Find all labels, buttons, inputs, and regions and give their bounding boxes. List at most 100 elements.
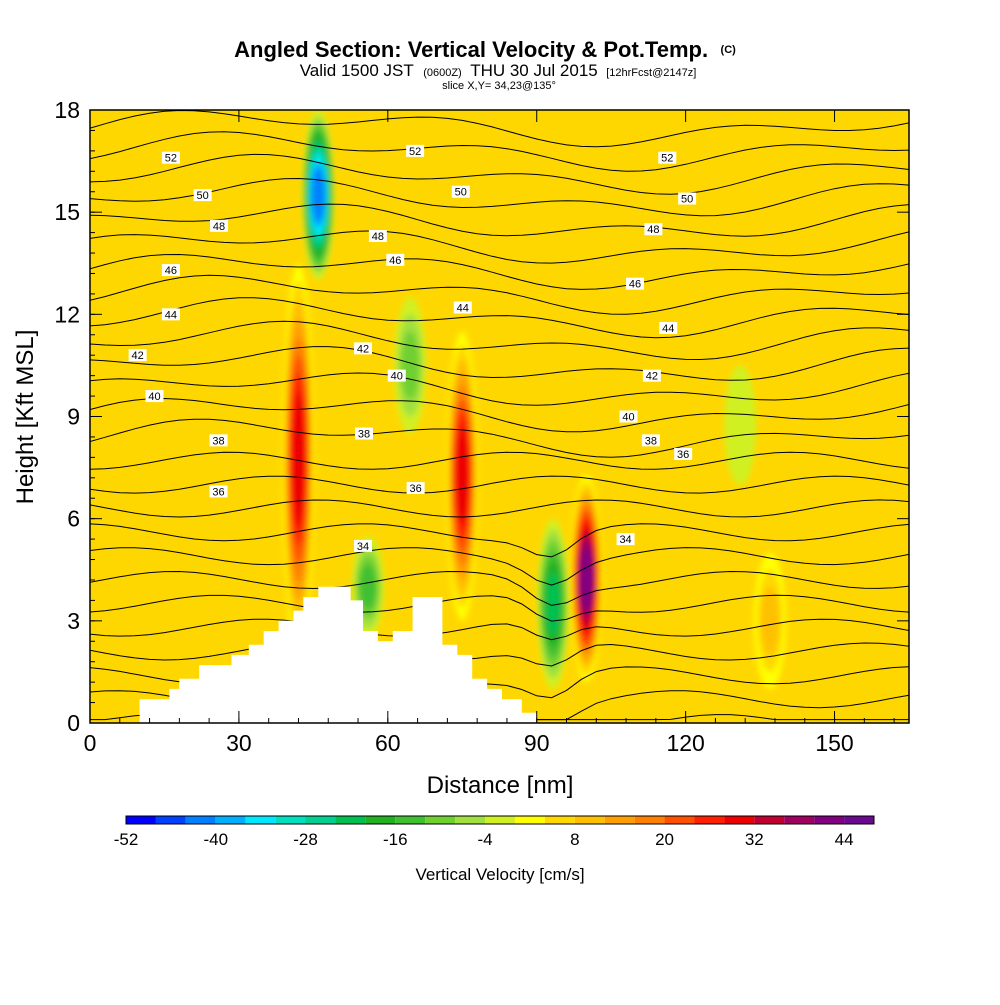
- isentrope-label: 34: [616, 533, 635, 546]
- isentrope-label-box: [368, 230, 387, 243]
- isentrope-label-box: [354, 539, 372, 552]
- isentrope-line: [90, 523, 909, 558]
- isentrope-label: 42: [128, 349, 147, 362]
- velocity-core-8-band-1: [724, 365, 757, 485]
- colorbar-swatch: [126, 816, 156, 824]
- chart-subtitle: Valid 1500 JST (0600Z) THU 30 Jul 2015 […: [300, 61, 697, 80]
- isentrope-label-text: 46: [165, 265, 177, 277]
- isentrope-label-box: [161, 151, 180, 164]
- terrain: [139, 586, 537, 723]
- isentrope-label-text: 40: [391, 371, 403, 383]
- isentrope-label-box: [128, 349, 147, 362]
- colorbar-tick-label: 44: [835, 830, 854, 849]
- isentrope-label-box: [406, 144, 425, 157]
- isentrope-line: [90, 203, 909, 237]
- isentrope-label: 50: [678, 192, 697, 206]
- colorbar-tick-label: -16: [383, 830, 408, 849]
- colorbar-swatch: [275, 816, 306, 824]
- x-tick-label: 60: [375, 730, 401, 756]
- colorbar-swatch: [844, 816, 874, 824]
- isentrope-label-text: 40: [622, 412, 634, 424]
- isentrope-label-text: 38: [212, 435, 224, 447]
- isentrope-label: 48: [368, 230, 387, 243]
- isentrope-label-text: 46: [389, 255, 401, 267]
- colorbar-swatch: [395, 816, 426, 824]
- isentrope-line: [90, 346, 909, 381]
- isentrope-label-box: [644, 223, 663, 236]
- isentrope-line: [90, 570, 909, 606]
- isentrope-line: [90, 499, 909, 518]
- isentrope-label-box: [619, 410, 638, 423]
- isentrope-line: [90, 131, 909, 172]
- isentrope-label: 46: [626, 277, 645, 291]
- isentrope-label: 50: [193, 189, 212, 202]
- isentrope-label-box: [193, 189, 212, 202]
- colorbar-frame: [125, 815, 875, 825]
- isentrope-line: [90, 397, 909, 433]
- isentrope-label-text: 40: [148, 391, 160, 403]
- isentrope-label: 38: [641, 434, 660, 447]
- isentrope-label-text: 48: [647, 224, 659, 236]
- y-tick-label: 3: [67, 608, 80, 634]
- isentrope-line: [90, 320, 909, 361]
- isentrope-line: [90, 274, 909, 315]
- isentrope-label-text: 36: [212, 486, 224, 498]
- isentrope-line: [90, 253, 909, 290]
- isentrope-label-box: [642, 369, 661, 382]
- isentrope-line: [90, 451, 909, 470]
- slice-label: slice X,Y= 34,23@135°: [442, 80, 556, 92]
- isentrope-line: [90, 153, 909, 195]
- isentrope-label-box: [616, 533, 635, 546]
- colorbar-swatch: [425, 816, 456, 824]
- subtitle-date: THU 30 Jul 2015: [470, 61, 598, 80]
- isentrope-label: 50: [451, 185, 470, 199]
- isentrope-label-text: 48: [213, 221, 225, 233]
- colorbar-swatch: [604, 816, 635, 824]
- isentrope-label-box: [387, 369, 406, 382]
- colorbar-swatch: [784, 816, 815, 824]
- isentrope-label-text: 36: [677, 449, 689, 461]
- chart-title-suffix: (C): [721, 44, 737, 56]
- isentrope-label-text: 38: [645, 435, 657, 447]
- isentrope-label: 36: [209, 485, 228, 498]
- isentrope-label-box: [641, 434, 660, 447]
- isentrope-label-text: 44: [165, 309, 177, 321]
- x-tick-label: 150: [815, 730, 853, 756]
- chart-title: Angled Section: Vertical Velocity & Pot.…: [234, 37, 736, 62]
- isentrope-label: 48: [644, 223, 663, 236]
- isentrope-label-box: [406, 482, 425, 495]
- terrain-mask: [139, 586, 537, 723]
- isentrope-label-box: [659, 321, 678, 334]
- colorbar-swatch: [664, 816, 695, 824]
- isentrope-label: 48: [210, 219, 229, 233]
- velocity-field: [282, 110, 787, 689]
- isentrope-label: 44: [659, 321, 678, 335]
- isentrope-label: 46: [161, 264, 180, 277]
- isentrope-line: [90, 418, 909, 458]
- isentrope-label-text: 50: [455, 187, 467, 199]
- colorbar-swatch: [155, 816, 186, 824]
- subtitle-valid: Valid 1500 JST: [300, 61, 414, 80]
- colorbar-swatch: [544, 816, 575, 824]
- x-tick-label: 90: [524, 730, 550, 756]
- isentrope-label: 46: [386, 253, 405, 267]
- y-tick-label: 15: [54, 199, 80, 225]
- colorbar-swatch: [335, 816, 366, 824]
- velocity-core-1-band-11: [311, 168, 325, 223]
- isentrope-line: [90, 547, 909, 586]
- colorbar-tick-label: -4: [477, 830, 492, 849]
- subtitle-utc: (0600Z): [423, 67, 462, 79]
- isentrope-label-text: 52: [165, 153, 177, 165]
- isentrope-label: 52: [161, 151, 180, 165]
- colorbar-tick-label: 32: [745, 830, 764, 849]
- colorbar-swatch: [574, 816, 605, 824]
- isentrope-line: [90, 475, 909, 494]
- isentrope-label-text: 42: [646, 371, 658, 383]
- colorbar-tick-labels: -52 -40 -28 -16 -4 8 20 32 44: [114, 830, 854, 849]
- isentrope-label-box: [209, 434, 228, 447]
- velocity-core-2-band-8: [455, 426, 470, 526]
- isentrope-label-box: [451, 185, 470, 198]
